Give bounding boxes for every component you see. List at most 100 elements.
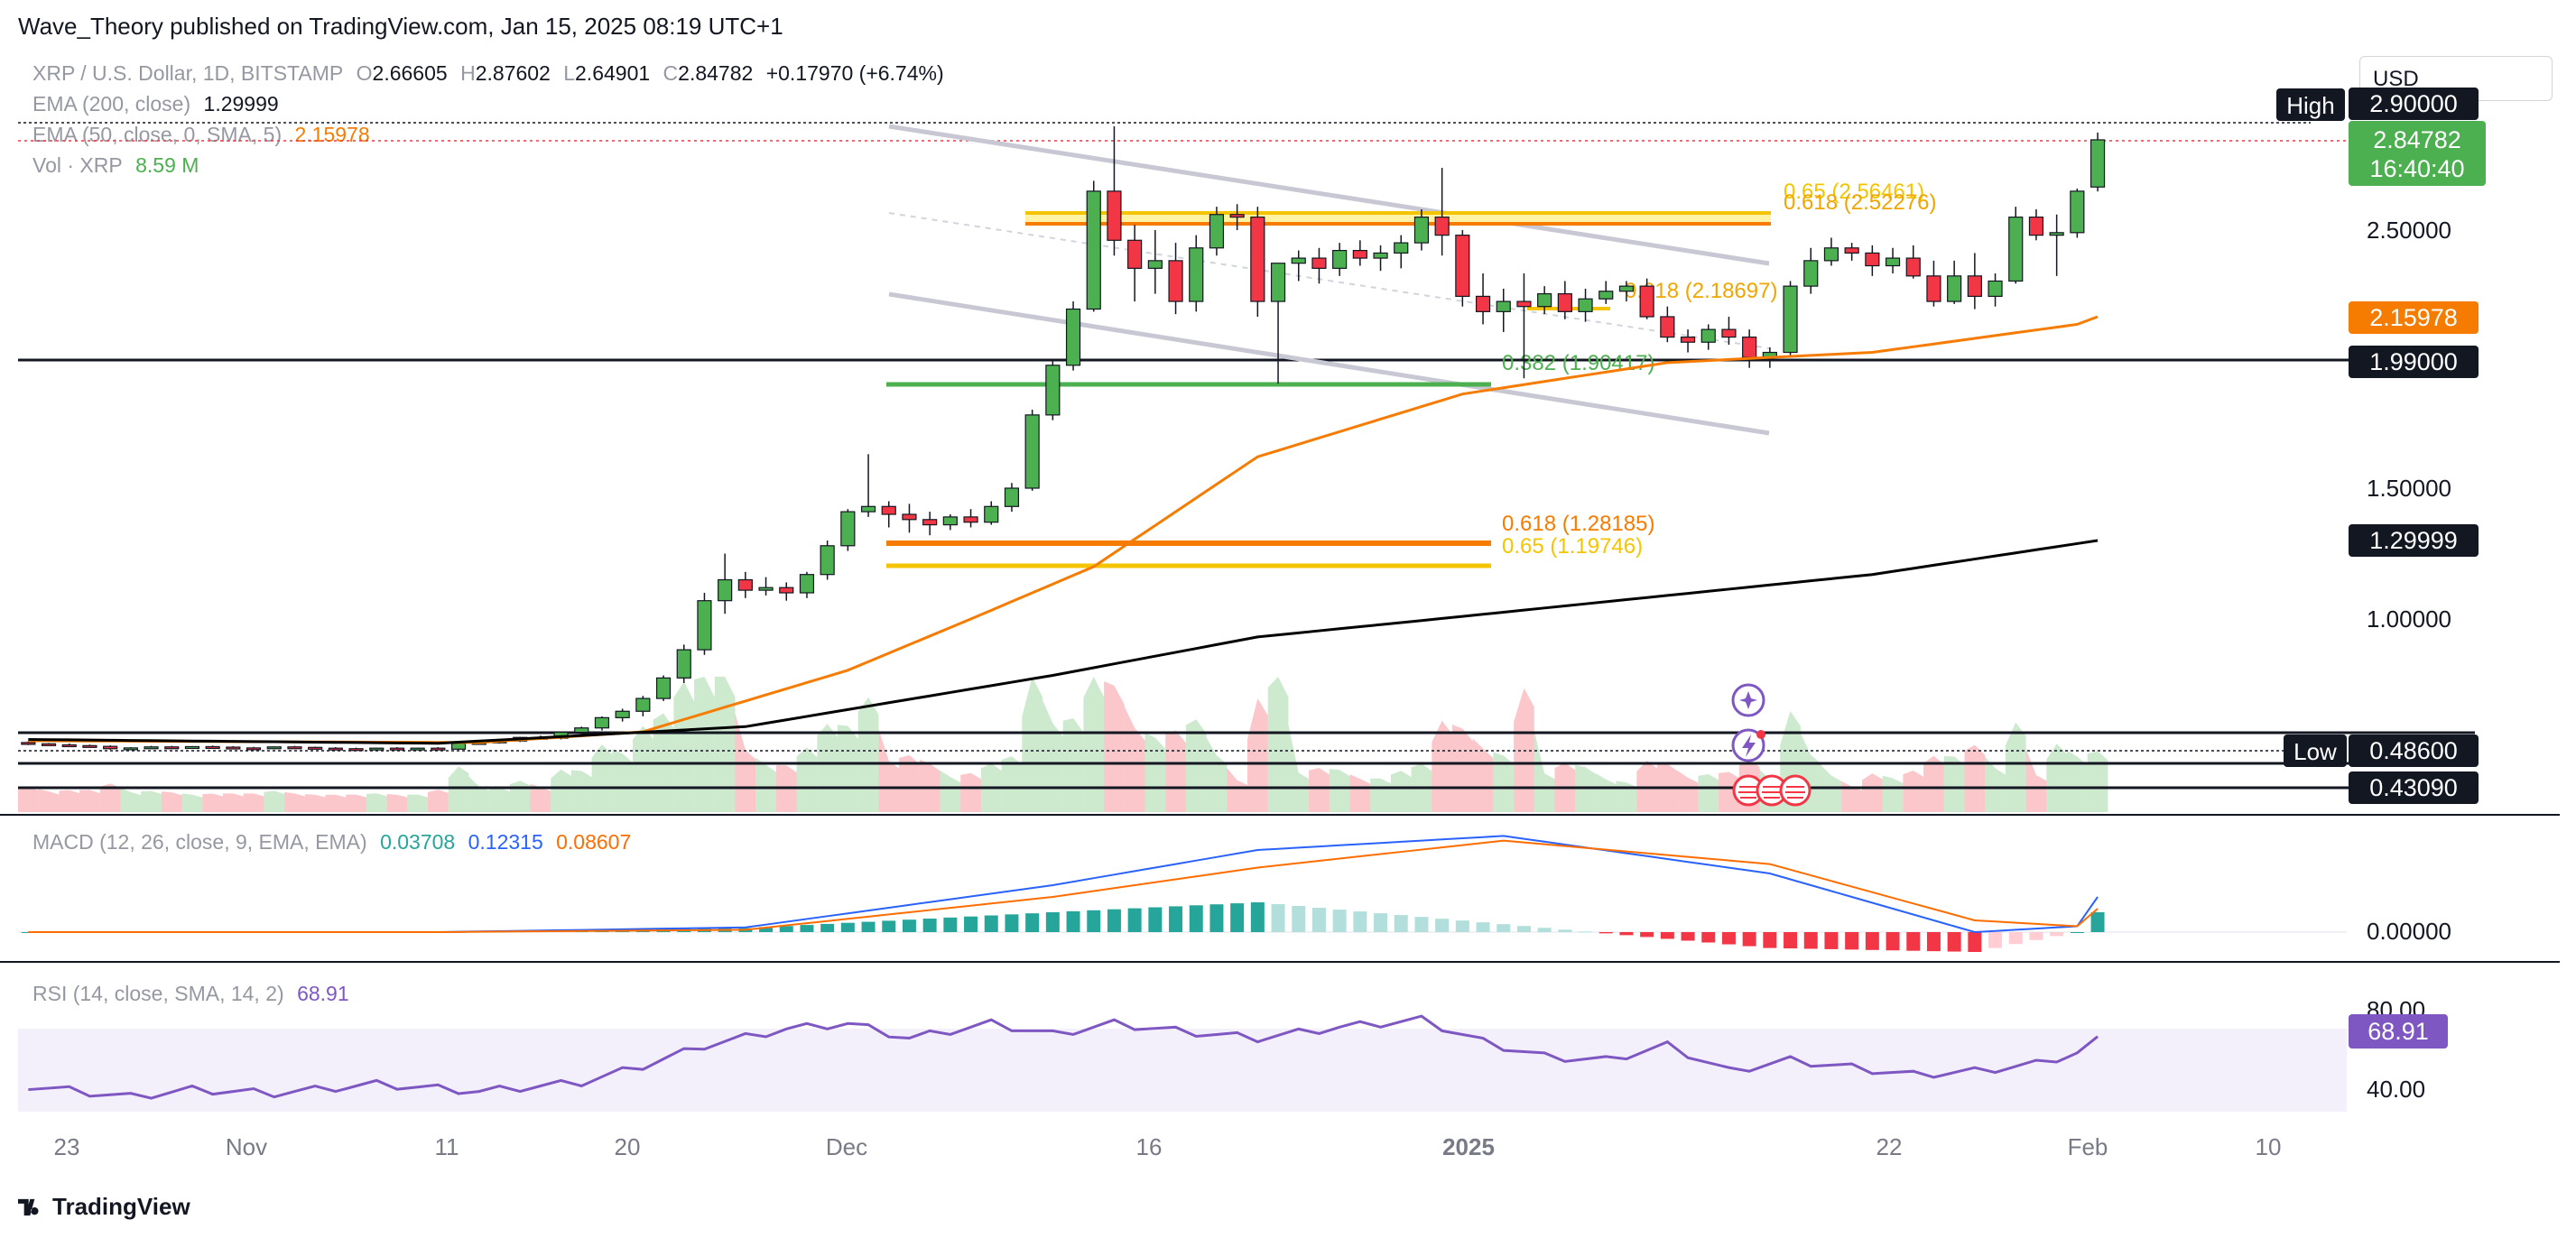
macd-hist-bar [1374, 913, 1388, 932]
macd-hist-bar [1742, 932, 1756, 947]
support-badge: 1.99000 [2369, 348, 2458, 375]
macd-hist-bar [1414, 917, 1429, 932]
macd-hist-bar [574, 929, 588, 932]
candle-body [963, 516, 978, 523]
candle-body [942, 516, 958, 526]
ema50-value: 2.15978 [294, 123, 370, 146]
candle-body [308, 746, 323, 750]
macd-hist-bar [1455, 920, 1469, 932]
volume-segment [1452, 724, 1473, 812]
macd-hist-bar [2029, 932, 2043, 940]
candle-body [1394, 242, 1409, 254]
macd-hist-bar [1209, 904, 1224, 932]
symbol-name[interactable]: XRP / U.S. Dollar, 1D, BITSTAMP [32, 61, 344, 85]
price-tick-label: 2.50000 [2367, 217, 2451, 244]
macd-hist-bar [595, 929, 609, 932]
vol-label: Vol · XRP [32, 153, 123, 177]
candle-body [1311, 257, 1327, 269]
vol-value: 8.59 M [135, 153, 199, 177]
publisher-line: Wave_Theory published on TradingView.com… [18, 13, 783, 40]
volume-segment [735, 713, 756, 812]
tradingview-logo[interactable]: TradingView [18, 1193, 190, 1221]
volume-segment [509, 781, 531, 812]
volume-segment [755, 757, 776, 812]
macd-hist-bar [1784, 932, 1798, 949]
macd-hist-bar [226, 932, 240, 933]
macd-hist-bar [369, 932, 384, 933]
rsi-tick-label-40: 40.00 [2367, 1076, 2425, 1103]
volume-segment [1267, 677, 1289, 812]
time-tick-label: 11 [435, 1133, 459, 1160]
macd-hist-value: 0.03708 [380, 830, 456, 854]
candle-body [779, 587, 794, 594]
channel-upper [888, 124, 1770, 266]
rsi-legend[interactable]: RSI (14, close, SMA, 14, 2) 68.91 [32, 982, 357, 1006]
macd-hist-bar [738, 928, 753, 932]
macd-hist-bar [1292, 906, 1306, 932]
close-value: 2.84782 [678, 61, 754, 85]
volume-segment [1759, 769, 1781, 812]
candle-body [615, 710, 630, 718]
macd-hist-bar [656, 928, 671, 932]
candle-body [1229, 214, 1245, 218]
volume-segment [38, 789, 60, 812]
candle-body [984, 505, 999, 523]
candle-body [492, 740, 507, 744]
candle-body [103, 745, 118, 750]
candle-body [1823, 247, 1839, 262]
macd-hist-bar [1968, 932, 1982, 952]
us-flag-event-icon [1756, 774, 1788, 807]
macd-hist-bar [718, 928, 732, 932]
macd-legend[interactable]: MACD (12, 26, close, 9, EMA, EMA) 0.0370… [32, 830, 638, 855]
candle-body [144, 746, 159, 750]
volume-segment [264, 790, 285, 812]
candle-body [553, 731, 569, 739]
ema200-badge-bg [2349, 524, 2479, 557]
rsi-legend-value: 68.91 [297, 982, 349, 1005]
candle-body [123, 747, 138, 751]
macd-hist-bar [533, 930, 548, 932]
candle-body [21, 742, 36, 745]
macd-hist-bar [861, 921, 876, 932]
volume-segment [1719, 771, 1739, 812]
volume-segment [59, 790, 80, 812]
time-tick-label: Dec [826, 1133, 867, 1160]
open-label: O [356, 61, 373, 85]
macd-hist-bar [287, 932, 301, 933]
volume-segment [1022, 677, 1042, 812]
macd-hist-bar [1394, 915, 1408, 932]
macd-hist-bar [21, 932, 35, 933]
time-tick-label: Nov [226, 1133, 267, 1160]
currency-selector[interactable]: USD [2359, 56, 2553, 101]
macd-hist-bar [1681, 932, 1695, 941]
macd-hist-bar [1311, 908, 1326, 932]
candle-body [431, 747, 446, 751]
volume-segment [1001, 756, 1023, 812]
macd-hist-bar [943, 917, 958, 932]
volume-segment [817, 724, 838, 812]
channel-mid [888, 212, 1770, 349]
macd-hist-bar [144, 932, 159, 933]
ema200-legend[interactable]: EMA (200, close) 1.29999 [32, 92, 286, 116]
candle-body [1250, 217, 1265, 302]
volume-segment [243, 793, 264, 812]
candle-body [655, 677, 672, 699]
candle-body [1578, 298, 1593, 312]
volume-segment [673, 681, 695, 812]
candle-body [82, 744, 97, 748]
volume-segment [1534, 730, 1555, 812]
candle-body [840, 511, 856, 547]
volume-segment [694, 677, 715, 812]
vol-legend[interactable]: Vol · XRP 8.59 M [32, 153, 206, 178]
ema50-legend[interactable]: EMA (50, close, 0, SMA, 5) 2.15978 [32, 123, 377, 147]
ema200-label: EMA (200, close) [32, 92, 191, 115]
us-flag-stripes [1785, 786, 1805, 799]
macd-hist-bar [1701, 932, 1716, 943]
macd-hist-bar [1803, 932, 1818, 949]
macd-hist-bar [616, 929, 630, 932]
volume-segment [1964, 744, 1986, 812]
volume-segment [1943, 756, 1965, 812]
volume-segment [1370, 778, 1391, 812]
macd-hist-bar [554, 930, 569, 932]
